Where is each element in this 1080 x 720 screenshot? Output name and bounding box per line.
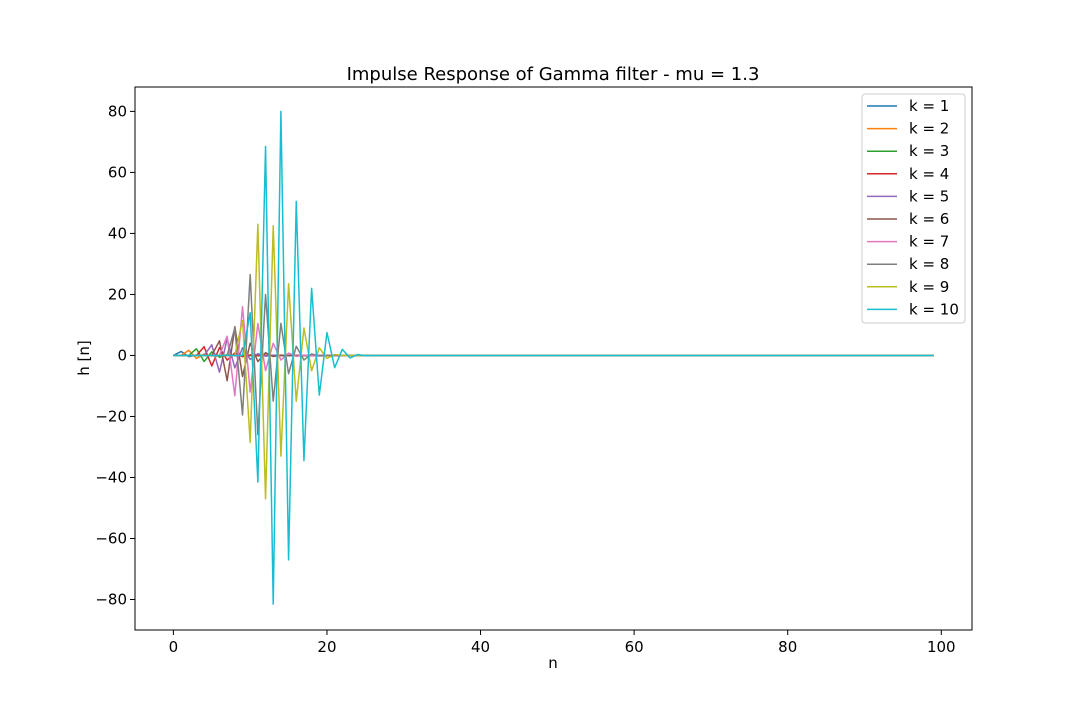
legend-label-k6: k = 6	[909, 210, 949, 228]
series-layer	[173, 110, 934, 605]
legend: k = 1 k = 2 k = 3 k = 4 k = 5 k = 6 k = 7 k = 8…	[861, 93, 966, 324]
y-tick-label: 80	[108, 102, 127, 120]
legend-label-k10: k = 10	[909, 300, 959, 318]
y-tick-label: 0	[117, 346, 127, 364]
y-tick-label: −60	[95, 529, 127, 547]
x-tick-label: 20	[317, 638, 336, 656]
legend-label-k7: k = 7	[909, 233, 949, 251]
x-tick-label: 80	[778, 638, 797, 656]
y-tick-label: −40	[95, 468, 127, 486]
legend-label-k1: k = 1	[909, 97, 949, 115]
plot-area-frame	[134, 86, 973, 631]
y-axis-label: h [n]	[75, 340, 93, 376]
x-axis-label: n	[548, 654, 558, 672]
legend-label-k5: k = 5	[909, 187, 949, 205]
legend-label-k4: k = 4	[909, 165, 949, 183]
x-tick-label: 0	[169, 638, 179, 656]
y-tick-label: 60	[108, 163, 127, 181]
y-axis-ticks: −80 −60 −40 −20 0 20 40 60 80	[95, 102, 135, 608]
x-axis-ticks: 0 20 40 60 80 100	[169, 630, 956, 656]
x-tick-label: 60	[625, 638, 644, 656]
legend-label-k9: k = 9	[909, 278, 949, 296]
legend-label-k3: k = 3	[909, 142, 949, 160]
legend-label-k8: k = 8	[909, 255, 949, 273]
y-tick-label: 40	[108, 224, 127, 242]
y-tick-label: 20	[108, 285, 127, 303]
x-tick-label: 100	[927, 638, 956, 656]
legend-label-k2: k = 2	[909, 120, 949, 138]
x-tick-label: 40	[471, 638, 490, 656]
chart-title: Impulse Response of Gamma filter - mu = …	[347, 64, 760, 85]
y-tick-label: −20	[95, 407, 127, 425]
y-tick-label: −80	[95, 590, 127, 608]
series-line-k10	[173, 110, 934, 605]
